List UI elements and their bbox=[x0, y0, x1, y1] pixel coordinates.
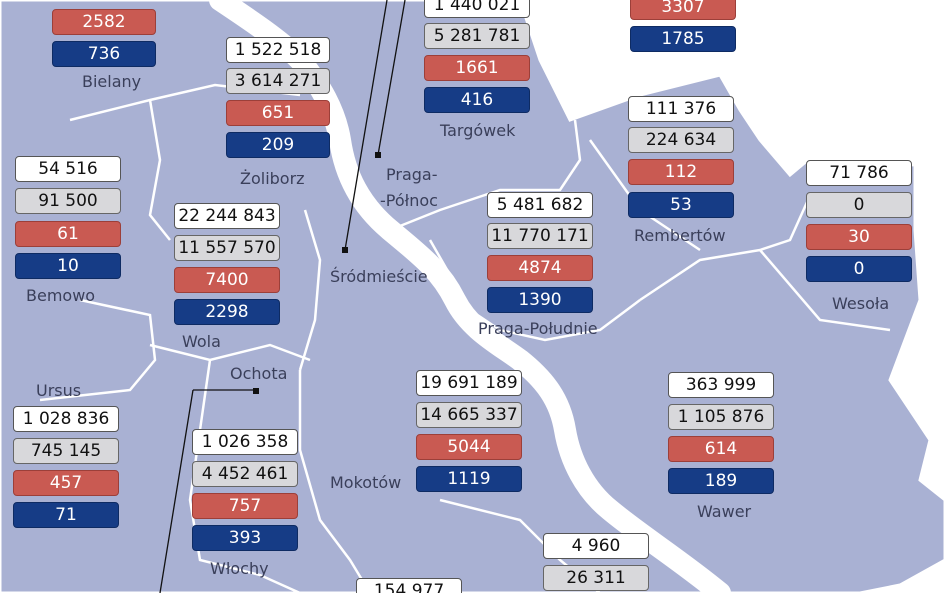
value-row2: 3 614 271 bbox=[226, 68, 330, 94]
value-row1: 1 026 358 bbox=[192, 429, 298, 455]
value-row1: 1 440 021 bbox=[424, 0, 530, 18]
district-label: Ochota bbox=[230, 364, 288, 383]
value-row3: 614 bbox=[668, 436, 774, 462]
value-row2: 4 452 461 bbox=[192, 461, 298, 487]
value-row3: 457 bbox=[13, 470, 119, 496]
value-row4: 53 bbox=[628, 192, 734, 218]
value-row3: 112 bbox=[628, 159, 734, 185]
district-label: Bielany bbox=[82, 72, 142, 91]
value-row4: 10 bbox=[15, 253, 121, 279]
value-row2: 1 105 876 bbox=[668, 404, 774, 430]
value-row4: 0 bbox=[806, 256, 912, 282]
leader-lines bbox=[159, 0, 406, 593]
district-label: Praga-Południe bbox=[478, 319, 598, 338]
value-row4: 393 bbox=[192, 525, 298, 551]
district-label-line1: Praga- bbox=[386, 165, 438, 184]
district-label-line2: -Północ bbox=[380, 191, 438, 210]
value-row3: 4874 bbox=[487, 255, 593, 281]
district-label: Żoliborz bbox=[240, 169, 305, 188]
value-row3: 61 bbox=[15, 221, 121, 247]
value-row3: 2582 bbox=[52, 9, 156, 35]
value-row4: 1785 bbox=[630, 26, 736, 52]
value-row2: 745 145 bbox=[13, 438, 119, 464]
value-row2: 26 311 bbox=[543, 565, 649, 591]
value-row4: 416 bbox=[424, 87, 530, 113]
district-label: Wola bbox=[182, 332, 221, 351]
value-row4: 189 bbox=[668, 468, 774, 494]
value-row1: 71 786 bbox=[806, 160, 912, 186]
location-marker bbox=[253, 388, 259, 394]
value-row2: 11 557 570 bbox=[174, 235, 280, 261]
value-row1: 4 960 bbox=[543, 533, 649, 559]
value-row2: 224 634 bbox=[628, 127, 734, 153]
value-row1: 154 977 bbox=[356, 578, 462, 593]
value-row1: 19 691 189 bbox=[416, 370, 522, 396]
value-row4: 1119 bbox=[416, 466, 522, 492]
value-row4: 2298 bbox=[174, 299, 280, 325]
value-row3: 757 bbox=[192, 493, 298, 519]
value-row3: 30 bbox=[806, 224, 912, 250]
value-row2: 0 bbox=[806, 192, 912, 218]
value-row2: 91 500 bbox=[15, 188, 121, 214]
district-label: Włochy bbox=[210, 559, 269, 578]
value-row2: 11 770 171 bbox=[487, 223, 593, 249]
district-label: Śródmieście bbox=[330, 267, 428, 286]
district-label: Wesoła bbox=[832, 294, 890, 313]
value-row2: 5 281 781 bbox=[424, 23, 530, 49]
value-row4: 1390 bbox=[487, 287, 593, 313]
value-row1: 5 481 682 bbox=[487, 192, 593, 218]
value-row3: 651 bbox=[226, 100, 330, 126]
value-row1: 1 028 836 bbox=[13, 406, 119, 432]
district-label: Mokotów bbox=[330, 473, 402, 492]
value-row1: 22 244 843 bbox=[174, 203, 280, 229]
value-row1: 111 376 bbox=[628, 96, 734, 122]
value-row3: 1661 bbox=[424, 55, 530, 81]
value-row1: 1 522 518 bbox=[226, 37, 330, 63]
district-label: Ursus bbox=[36, 381, 82, 400]
district-label: Rembertów bbox=[634, 226, 726, 245]
value-row3: 5044 bbox=[416, 434, 522, 460]
value-row1: 54 516 bbox=[15, 156, 121, 182]
value-row3: 3307 bbox=[630, 0, 736, 20]
value-row4: 736 bbox=[52, 41, 156, 67]
value-row4: 209 bbox=[226, 132, 330, 158]
district-label: Wawer bbox=[697, 502, 752, 521]
district-label: Bemowo bbox=[26, 286, 96, 305]
value-row2: 14 665 337 bbox=[416, 402, 522, 428]
district-label: Targówek bbox=[440, 121, 516, 140]
value-row4: 71 bbox=[13, 502, 119, 528]
location-marker bbox=[375, 152, 381, 158]
value-row3: 7400 bbox=[174, 267, 280, 293]
location-marker bbox=[342, 247, 348, 253]
value-row1: 363 999 bbox=[668, 372, 774, 398]
